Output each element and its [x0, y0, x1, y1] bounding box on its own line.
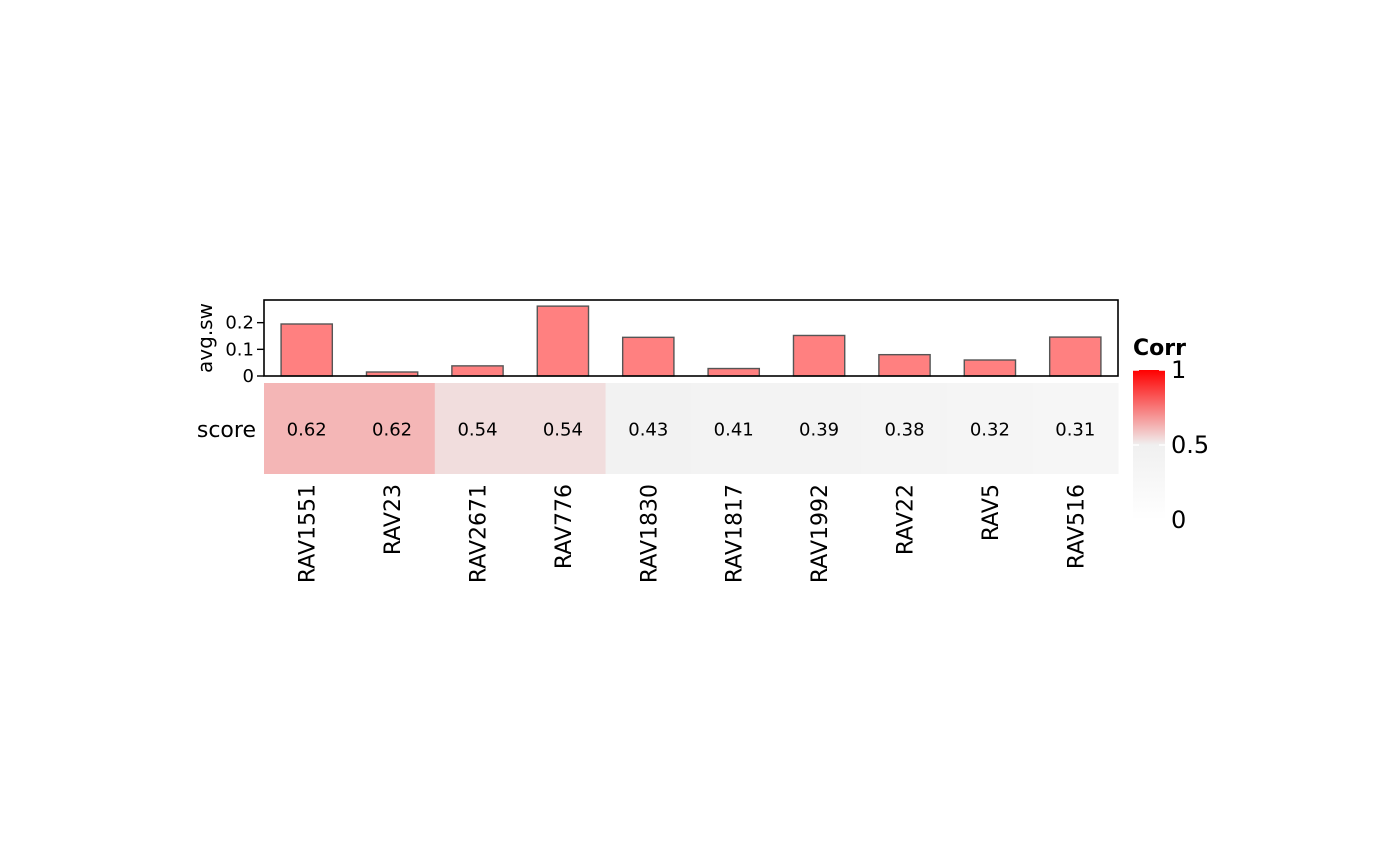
- bar-RAV1830: [621, 336, 675, 377]
- heatmap-cell-label: 0.31: [1055, 420, 1095, 441]
- heatmap-cell-RAV1817: [691, 383, 777, 474]
- heatmap-row-label: score: [197, 418, 256, 443]
- column-label: RAV1992: [808, 484, 833, 583]
- bar-RAV22: [878, 353, 931, 377]
- heatmap-cell-RAV23: [349, 383, 436, 474]
- column-label: RAV23: [381, 484, 406, 555]
- heatmap-cell-RAV776: [520, 383, 607, 474]
- heatmap-cell-label: 0.54: [543, 420, 583, 441]
- bar-RAV776: [536, 305, 590, 377]
- heatmap-cell-label: 0.32: [970, 420, 1010, 441]
- column-label: RAV1551: [296, 484, 321, 583]
- legend-title: Corr: [1133, 336, 1186, 361]
- heatmap-cell-label: 0.41: [714, 420, 754, 441]
- heatmap-cell-label: 0.54: [457, 420, 497, 441]
- corr-legend: Corr 10.50: [1133, 336, 1209, 534]
- column-label: RAV22: [894, 484, 919, 555]
- column-label: RAV1830: [637, 484, 662, 583]
- bar-RAV516: [1048, 336, 1102, 377]
- legend-ticks: 10.50: [1133, 356, 1209, 534]
- column-label: RAV2671: [467, 484, 492, 583]
- heatmap-cell-RAV1830: [605, 383, 692, 474]
- bar-y-tick-label: 0: [243, 366, 254, 387]
- bar-y-tick-label: 0.1: [225, 339, 254, 360]
- legend-tick-label: 0: [1171, 506, 1186, 534]
- heatmap-cell-RAV1551: [264, 383, 350, 474]
- bar-y-axis-label: avg.sw: [193, 303, 217, 373]
- heatmap-cell-label: 0.62: [372, 420, 412, 441]
- column-label: RAV776: [552, 484, 577, 569]
- column-label: RAV516: [1064, 484, 1089, 569]
- bar-panel-frame: [263, 299, 1119, 377]
- heatmap-cell-label: 0.62: [287, 420, 327, 441]
- bar-RAV5: [963, 359, 1017, 377]
- heatmap-cell-RAV5: [947, 383, 1034, 474]
- column-labels: RAV1551 RAV23 RAV2671 RAV776 RAV1830 RAV1817 R…: [296, 484, 1090, 583]
- legend-tick-label: 1: [1171, 356, 1186, 384]
- bar-RAV2671: [451, 365, 504, 377]
- bar-RAV1992: [792, 334, 846, 377]
- bar-RAV1551: [280, 323, 334, 377]
- column-label: RAV5: [979, 484, 1004, 541]
- heatmap-cell-label: 0.43: [628, 420, 668, 441]
- bar-y-tick-label: 0.2: [225, 313, 254, 334]
- column-label: RAV1817: [723, 484, 748, 583]
- heatmap-cell-RAV1992: [776, 383, 863, 474]
- heatmap-cell-label: 0.39: [799, 420, 839, 441]
- bar-RAV1817: [707, 367, 761, 377]
- bar-annotation-panel: [280, 305, 1102, 377]
- heatmap-cell-label: 0.38: [884, 420, 924, 441]
- heatmap-cell-RAV22: [861, 383, 948, 474]
- heatmap-cell-RAV516: [1032, 383, 1119, 474]
- heatmap-body: 0.62 0.62 0.54 0.54 0.43 0.41 0.39 0.38 0.32 0.31: [264, 383, 1119, 474]
- heatmap-cell-RAV2671: [434, 383, 521, 474]
- legend-tick-label: 0.5: [1171, 431, 1209, 459]
- bar-y-axis: 0 0.1 0.2: [225, 313, 264, 387]
